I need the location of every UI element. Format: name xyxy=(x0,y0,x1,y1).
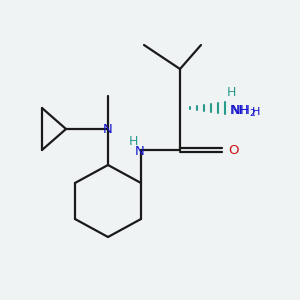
Text: H: H xyxy=(252,106,260,117)
Text: NH$_2$: NH$_2$ xyxy=(230,103,256,118)
Text: O: O xyxy=(229,143,239,157)
Text: N: N xyxy=(103,122,113,136)
Text: H: H xyxy=(129,135,138,148)
Text: N: N xyxy=(135,145,144,158)
Text: NH: NH xyxy=(230,104,249,118)
Text: H: H xyxy=(226,86,236,99)
